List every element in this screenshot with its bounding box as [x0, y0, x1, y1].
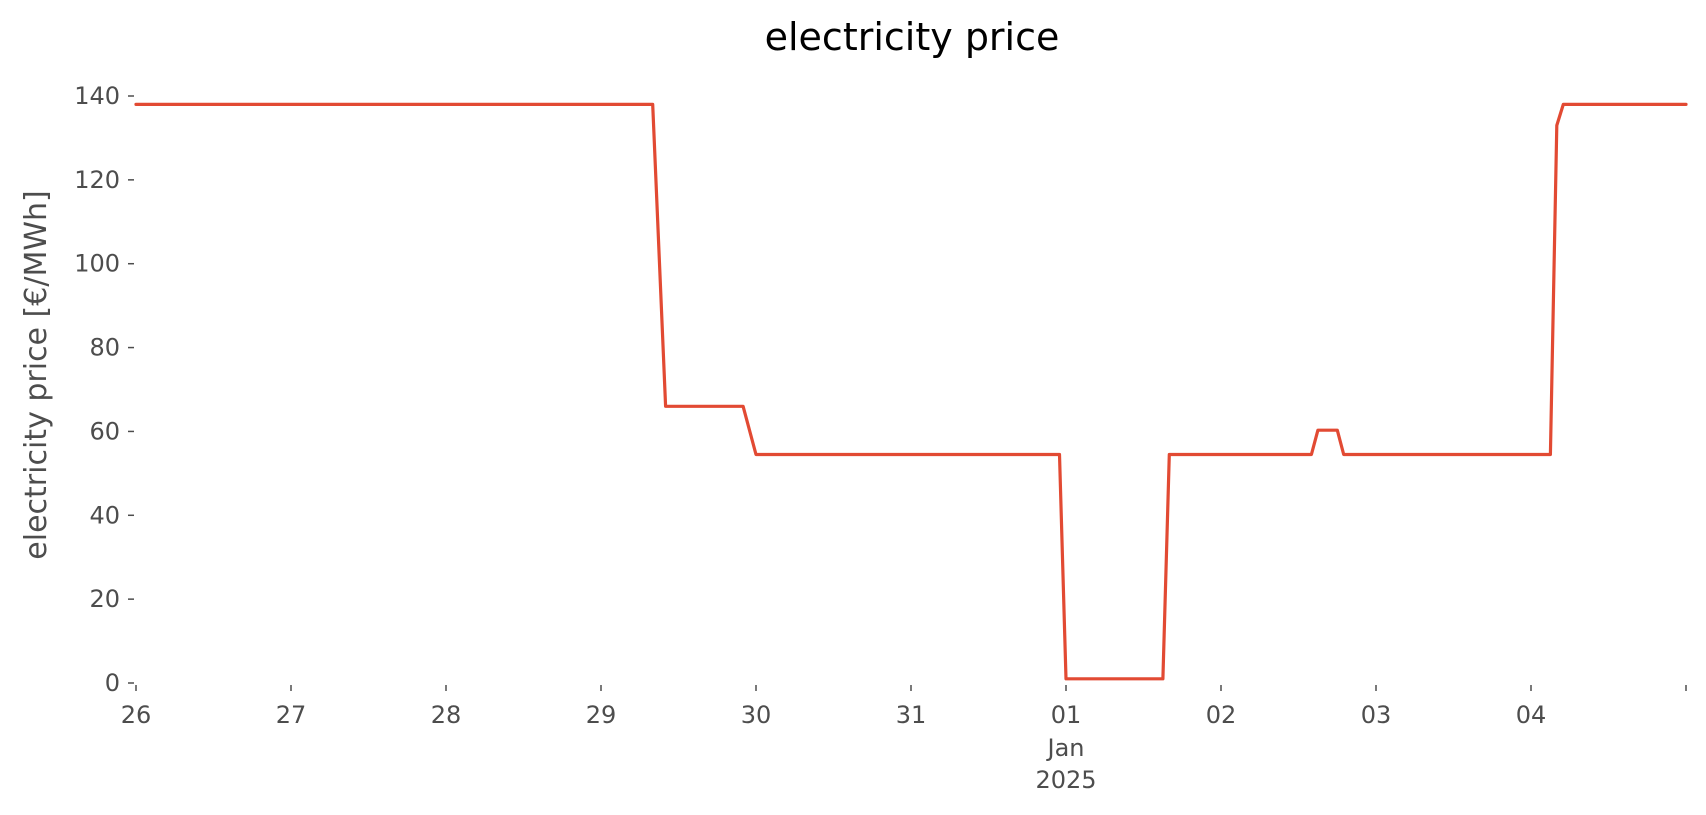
- y-tick-label: 60: [89, 417, 120, 445]
- x-tick-sublabel: 2025: [1035, 766, 1096, 794]
- x-tick-label: 29: [586, 701, 617, 729]
- x-tick-label: 03: [1361, 701, 1392, 729]
- chart-title: electricity price: [765, 15, 1060, 59]
- x-tick-label: 31: [896, 701, 927, 729]
- x-tick-label: 04: [1516, 701, 1547, 729]
- x-tick-label: 26: [121, 701, 152, 729]
- y-tick-label: 100: [74, 250, 120, 278]
- y-tick-label: 0: [105, 669, 120, 697]
- price-line: [134, 102, 1688, 681]
- y-axis-label: electricity price [€/MWh]: [19, 190, 54, 559]
- x-axis: 26 27 28 29 30 31 01 Jan 2025 02 03 04: [121, 685, 1687, 794]
- y-axis: 0 20 40 60 80 100 120 140: [74, 82, 134, 697]
- y-tick-label: 20: [89, 585, 120, 613]
- x-tick-label: 27: [276, 701, 307, 729]
- y-tick-label: 140: [74, 82, 120, 110]
- y-tick-label: 120: [74, 166, 120, 194]
- price-series: [134, 102, 1688, 681]
- y-tick-label: 80: [89, 334, 120, 362]
- x-tick-sublabel: Jan: [1046, 734, 1085, 762]
- x-tick-label: 02: [1206, 701, 1237, 729]
- y-tick-label: 40: [89, 501, 120, 529]
- x-tick-label: 01: [1051, 701, 1082, 729]
- x-tick-label: 28: [431, 701, 462, 729]
- x-tick-label: 30: [741, 701, 772, 729]
